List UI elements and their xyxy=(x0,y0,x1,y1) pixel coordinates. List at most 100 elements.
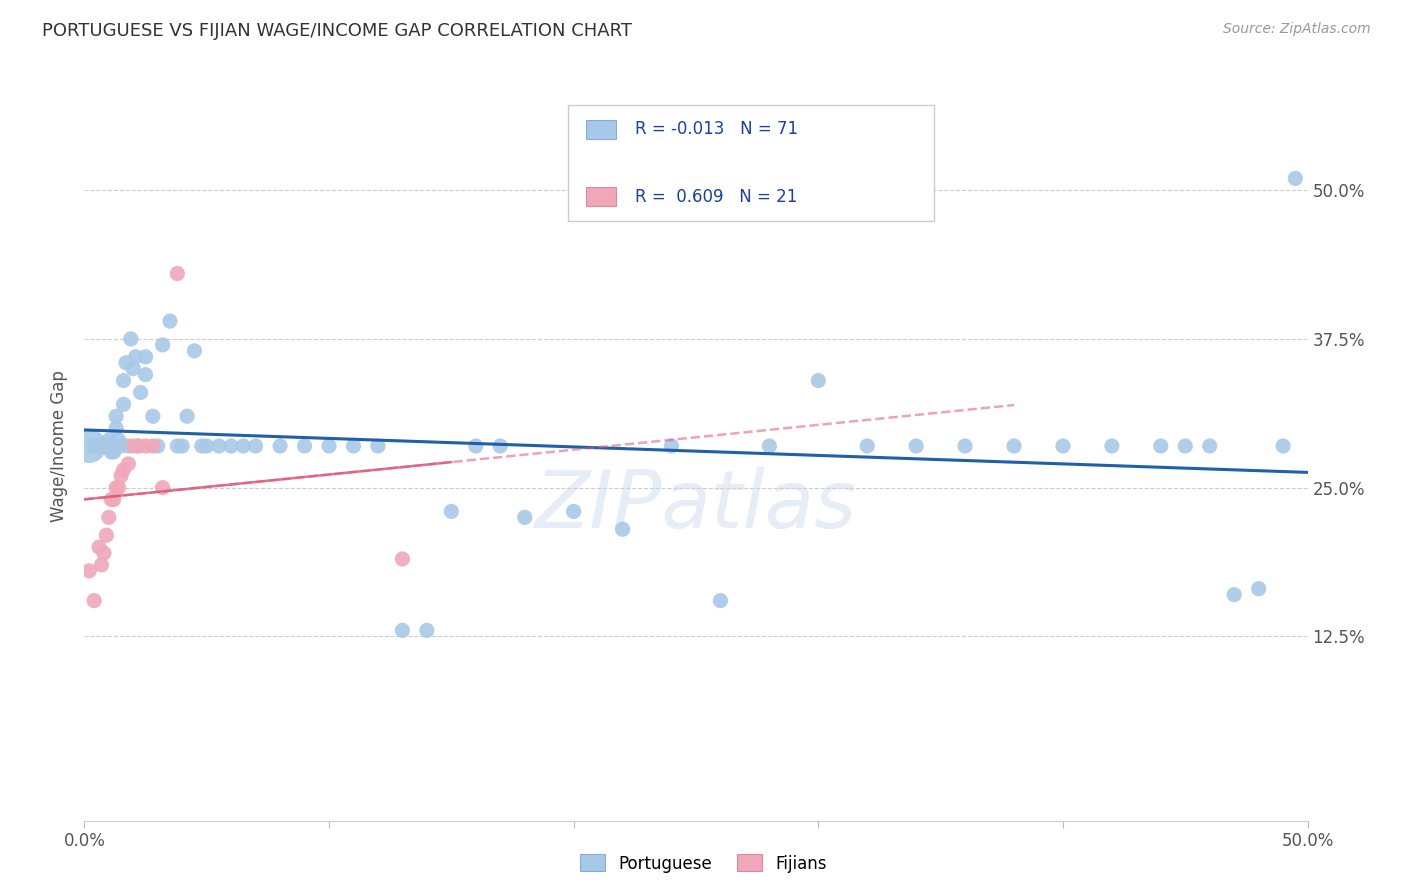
Point xyxy=(1101,439,1123,453)
Point xyxy=(367,439,389,453)
Point xyxy=(96,528,118,542)
Point xyxy=(107,433,129,447)
Point xyxy=(100,445,122,459)
Text: R =  0.609   N = 21: R = 0.609 N = 21 xyxy=(636,188,797,206)
Point xyxy=(87,540,110,554)
Point xyxy=(110,439,132,453)
Point xyxy=(807,374,830,388)
Point xyxy=(183,343,205,358)
Point xyxy=(464,439,486,453)
Text: PORTUGUESE VS FIJIAN WAGE/INCOME GAP CORRELATION CHART: PORTUGUESE VS FIJIAN WAGE/INCOME GAP COR… xyxy=(42,22,633,40)
Point xyxy=(146,439,169,453)
Point xyxy=(103,492,125,507)
Point xyxy=(208,439,231,453)
Point xyxy=(93,546,115,560)
Point xyxy=(416,624,439,638)
Point xyxy=(103,445,125,459)
Point xyxy=(391,552,413,566)
Point xyxy=(232,439,254,453)
Point xyxy=(1174,439,1197,453)
Point xyxy=(152,481,174,495)
Point xyxy=(856,439,879,453)
Point xyxy=(1284,171,1306,186)
Point xyxy=(103,439,125,453)
Point xyxy=(269,439,291,453)
Point xyxy=(1150,439,1173,453)
Point xyxy=(117,439,139,453)
Point xyxy=(1198,439,1220,453)
Point xyxy=(318,439,340,453)
Y-axis label: Wage/Income Gap: Wage/Income Gap xyxy=(51,370,69,522)
Point xyxy=(176,409,198,424)
FancyBboxPatch shape xyxy=(586,120,616,139)
Point xyxy=(112,374,135,388)
Point xyxy=(97,439,120,453)
Point xyxy=(172,439,194,453)
Point xyxy=(440,504,463,518)
Point xyxy=(191,439,214,453)
Point xyxy=(342,439,364,453)
Legend: Portuguese, Fijians: Portuguese, Fijians xyxy=(572,847,834,880)
Point xyxy=(135,368,157,382)
Point xyxy=(142,439,165,453)
Point xyxy=(489,439,512,453)
Point xyxy=(122,439,145,453)
Point xyxy=(152,338,174,352)
Point xyxy=(513,510,536,524)
Point xyxy=(135,439,157,453)
Point xyxy=(100,439,122,453)
Point xyxy=(115,356,138,370)
Point xyxy=(83,593,105,607)
Point xyxy=(117,457,139,471)
FancyBboxPatch shape xyxy=(568,105,935,221)
Point xyxy=(1223,588,1246,602)
Point xyxy=(90,439,112,453)
Point xyxy=(1247,582,1270,596)
Point xyxy=(107,481,129,495)
Point xyxy=(87,439,110,453)
Point xyxy=(1272,439,1295,453)
Point xyxy=(83,439,105,453)
FancyBboxPatch shape xyxy=(586,187,616,206)
Point xyxy=(105,481,128,495)
Point xyxy=(105,421,128,435)
Point xyxy=(110,468,132,483)
Point xyxy=(1002,439,1025,453)
Point xyxy=(122,361,145,376)
Point xyxy=(112,397,135,411)
Text: ZIPatlas: ZIPatlas xyxy=(534,467,858,545)
Point xyxy=(120,332,142,346)
Point xyxy=(166,267,188,281)
Point xyxy=(90,558,112,572)
Point xyxy=(245,439,267,453)
Point xyxy=(905,439,928,453)
Point xyxy=(77,564,100,578)
Point xyxy=(129,385,152,400)
Point xyxy=(96,439,118,453)
Point xyxy=(391,624,413,638)
Point xyxy=(97,433,120,447)
Point xyxy=(105,409,128,424)
Point xyxy=(953,439,976,453)
Point xyxy=(100,492,122,507)
Point xyxy=(97,510,120,524)
Point xyxy=(166,439,188,453)
Point xyxy=(758,439,780,453)
Point xyxy=(612,522,634,536)
Point xyxy=(93,439,115,453)
Point xyxy=(661,439,683,453)
Point xyxy=(77,439,100,453)
Point xyxy=(159,314,181,328)
Point xyxy=(195,439,218,453)
Point xyxy=(127,439,149,453)
Point xyxy=(112,463,135,477)
Point xyxy=(709,593,731,607)
Point xyxy=(135,350,157,364)
Point xyxy=(1052,439,1074,453)
Point xyxy=(562,504,585,518)
Point xyxy=(219,439,242,453)
Text: R = -0.013   N = 71: R = -0.013 N = 71 xyxy=(636,120,799,138)
Text: Source: ZipAtlas.com: Source: ZipAtlas.com xyxy=(1223,22,1371,37)
Point xyxy=(142,409,165,424)
Point xyxy=(294,439,316,453)
